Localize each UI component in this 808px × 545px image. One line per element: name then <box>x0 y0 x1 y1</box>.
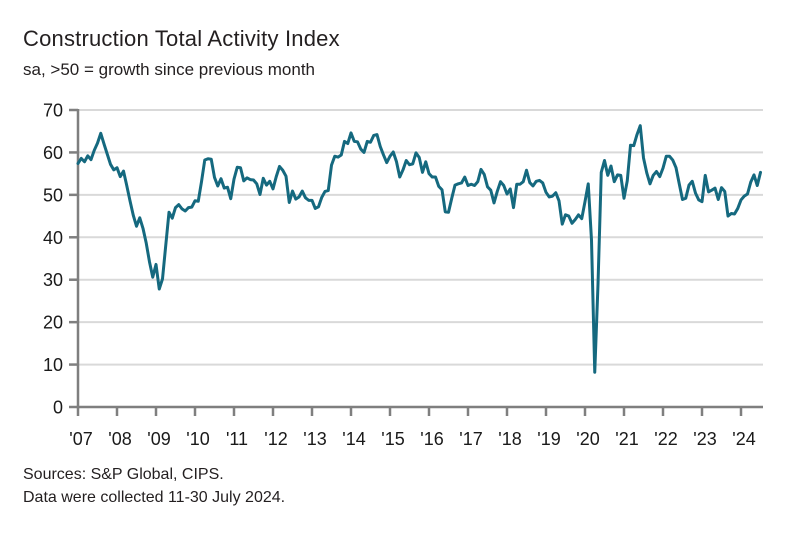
x-tick-label: '15 <box>381 429 404 449</box>
x-tick-label: '18 <box>498 429 521 449</box>
y-tick-label: 40 <box>43 228 63 248</box>
chart-title: Construction Total Activity Index <box>23 26 340 51</box>
y-tick-label: 70 <box>43 101 63 121</box>
chart-footer: Sources: S&P Global, CIPS. Data were col… <box>23 463 285 509</box>
y-tick-label: 30 <box>43 270 63 290</box>
y-tick-label: 10 <box>43 355 63 375</box>
x-tick-label: '12 <box>264 429 287 449</box>
chart-subtitle: sa, >50 = growth since previous month <box>23 60 315 79</box>
x-tick-label: '17 <box>459 429 482 449</box>
x-tick-label: '19 <box>537 429 560 449</box>
x-tick-label: '21 <box>615 429 638 449</box>
x-tick-label: '16 <box>420 429 443 449</box>
y-tick-label: 50 <box>43 185 63 205</box>
activity-index-line <box>76 124 762 374</box>
y-tick-label: 60 <box>43 143 63 163</box>
x-tick-label: '11 <box>226 429 248 449</box>
x-tick-label: '07 <box>69 429 92 449</box>
x-tick-label: '08 <box>108 429 131 449</box>
x-tick-label: '23 <box>693 429 716 449</box>
x-tick-label: '22 <box>654 429 677 449</box>
x-tick-label: '24 <box>732 429 755 449</box>
collection-note: Data were collected 11-30 July 2024. <box>23 489 286 506</box>
x-tick-label: '09 <box>147 429 170 449</box>
x-tick-label: '13 <box>303 429 326 449</box>
y-tick-label: 0 <box>53 398 63 418</box>
y-tick-label: 20 <box>43 313 63 333</box>
x-tick-label: '20 <box>576 429 599 449</box>
sources-text: Sources: S&P Global, CIPS. <box>23 466 224 483</box>
x-tick-label: '14 <box>342 429 365 449</box>
x-tick-label: '10 <box>186 429 209 449</box>
